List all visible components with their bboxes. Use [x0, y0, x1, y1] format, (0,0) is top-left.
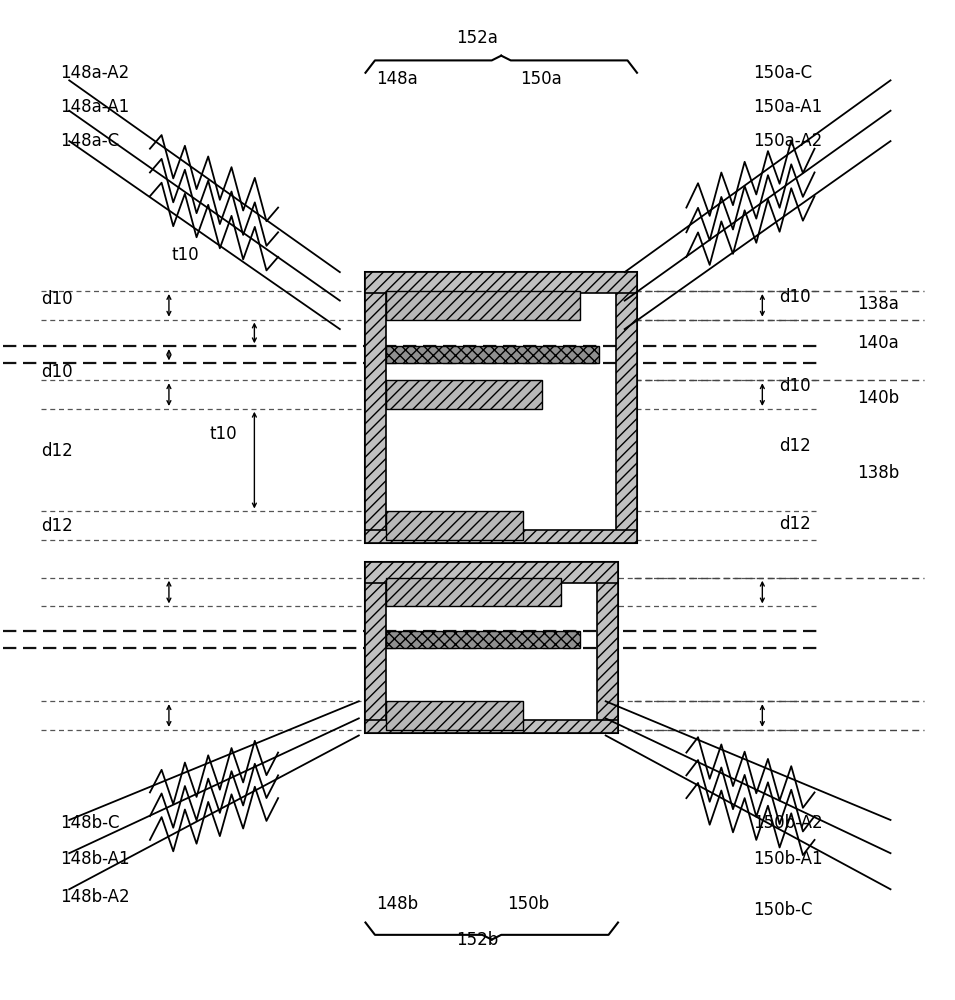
Bar — [366, 562, 387, 733]
Bar — [366, 530, 637, 543]
Text: 150a-A2: 150a-A2 — [753, 132, 822, 150]
Text: d10: d10 — [41, 363, 73, 381]
Text: 138a: 138a — [858, 295, 900, 313]
Bar — [387, 346, 599, 363]
Bar — [366, 562, 618, 733]
Bar — [387, 701, 523, 730]
Text: 152b: 152b — [456, 931, 499, 949]
Text: d10: d10 — [779, 377, 811, 395]
Text: 148a-A1: 148a-A1 — [60, 98, 129, 116]
Text: 150a: 150a — [520, 70, 562, 88]
Text: 150b-A2: 150b-A2 — [753, 814, 822, 832]
Bar — [387, 380, 542, 409]
Text: d10: d10 — [779, 288, 811, 306]
Text: 150b-A1: 150b-A1 — [753, 850, 822, 868]
Text: d12: d12 — [41, 442, 73, 460]
Bar — [387, 511, 523, 540]
Bar — [366, 272, 637, 293]
Text: t10: t10 — [210, 425, 238, 443]
Text: 148b: 148b — [375, 895, 418, 913]
Text: d10: d10 — [41, 290, 73, 308]
Bar — [387, 631, 580, 648]
Bar — [366, 272, 637, 543]
Text: 148a-C: 148a-C — [60, 132, 118, 150]
Text: d12: d12 — [41, 517, 73, 535]
Text: 140a: 140a — [858, 334, 899, 352]
Text: 140b: 140b — [858, 389, 900, 407]
Bar — [387, 291, 580, 320]
Text: t10: t10 — [172, 246, 200, 264]
Bar — [366, 562, 618, 583]
Bar — [366, 720, 618, 733]
Text: 148b-A1: 148b-A1 — [60, 850, 129, 868]
Bar — [616, 272, 637, 543]
Text: 148a-A2: 148a-A2 — [60, 64, 129, 82]
Text: 148b-C: 148b-C — [60, 814, 119, 832]
Bar — [387, 578, 561, 606]
Text: d12: d12 — [779, 437, 811, 455]
Text: 138b: 138b — [858, 464, 900, 482]
Text: 150a-C: 150a-C — [753, 64, 812, 82]
Text: 148b-A2: 148b-A2 — [60, 888, 129, 906]
Text: 152a: 152a — [456, 29, 499, 47]
Text: 150a-A1: 150a-A1 — [753, 98, 822, 116]
Text: 150b-C: 150b-C — [753, 901, 813, 919]
Text: 150b: 150b — [507, 895, 549, 913]
Bar — [366, 272, 387, 543]
Text: 148a: 148a — [376, 70, 417, 88]
Bar — [597, 562, 618, 733]
Text: d12: d12 — [779, 515, 811, 533]
